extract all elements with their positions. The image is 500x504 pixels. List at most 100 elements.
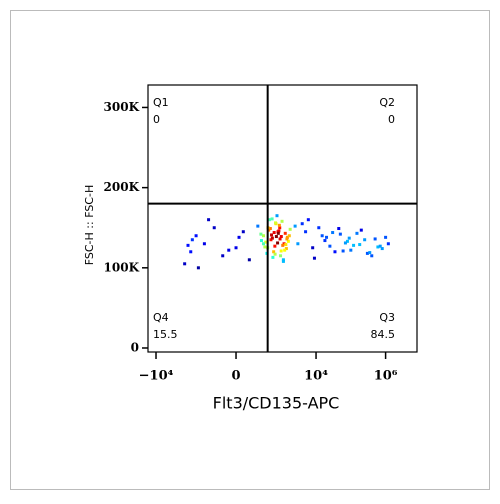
event-dot [355, 231, 359, 235]
event-dot [278, 226, 282, 230]
event-dot [279, 249, 283, 253]
event-dot [267, 228, 271, 232]
event-dot [241, 230, 245, 234]
event-dot [268, 227, 272, 231]
event-dot [279, 254, 283, 258]
event-dot [273, 252, 277, 256]
event-dot [277, 223, 281, 227]
event-dot [256, 224, 260, 228]
event-dot [320, 234, 324, 238]
event-dot [304, 230, 308, 234]
event-dot [331, 231, 335, 235]
event-dot [196, 266, 200, 270]
event-dot [288, 227, 292, 231]
x-tick-label: 0 [232, 369, 241, 384]
quadrant-name: Q1 [153, 96, 169, 109]
event-dot [282, 242, 286, 246]
event-dot [370, 254, 374, 258]
event-dot [280, 219, 284, 223]
event-dot [281, 259, 285, 263]
event-dot [347, 236, 351, 240]
event-dot [237, 235, 241, 239]
event-dot [261, 242, 265, 246]
event-dot [293, 224, 297, 228]
event-dot [279, 235, 283, 239]
event-dot [376, 245, 380, 249]
event-dot [300, 222, 304, 226]
event-dot [311, 246, 315, 250]
quadrant-percent: 15.5 [153, 328, 178, 341]
event-dot [278, 237, 282, 241]
event-dot [283, 231, 287, 235]
event-dot [337, 227, 341, 231]
event-dot [363, 238, 367, 242]
event-dot [276, 231, 280, 235]
event-dot [261, 234, 265, 238]
event-dot [359, 228, 363, 232]
event-dot [317, 226, 321, 230]
event-dot [202, 242, 206, 246]
event-dot [234, 246, 238, 250]
event-dot [221, 254, 225, 258]
quadrant-name: Q2 [379, 96, 395, 109]
event-dot [352, 243, 356, 247]
event-dot [183, 262, 187, 266]
event-dot [341, 249, 345, 253]
event-dot [338, 232, 342, 236]
event-dot [283, 248, 287, 252]
event-dot [281, 258, 285, 262]
event-dot [259, 239, 263, 243]
event-dot [270, 233, 274, 237]
event-dot [281, 243, 285, 247]
event-dot [272, 250, 276, 254]
event-dot [259, 232, 263, 236]
event-dot [272, 231, 276, 235]
quadrant-percent: 0 [153, 113, 160, 126]
event-dot [286, 239, 290, 243]
event-dot [269, 238, 273, 242]
event-dot [263, 245, 267, 249]
event-dot [285, 235, 289, 239]
event-dot [380, 247, 384, 251]
event-dot [227, 248, 231, 252]
event-dot [190, 238, 194, 242]
plot-area [147, 84, 418, 353]
event-dot [378, 244, 382, 248]
quadrant-name: Q3 [379, 311, 395, 324]
y-tick-label: 300K [104, 100, 140, 114]
event-dot [325, 235, 329, 239]
y-tick-label: 100K [104, 260, 140, 274]
event-dot [271, 255, 275, 259]
event-dot [247, 258, 251, 262]
y-tick-label: 200K [104, 180, 140, 194]
event-dot [358, 243, 362, 247]
event-dot [274, 235, 278, 239]
x-axis-label: Flt3/CD135-APC [213, 394, 340, 413]
y-tick-label: 0 [131, 340, 139, 354]
event-dot [368, 251, 372, 255]
event-dot [212, 226, 216, 230]
quadrant-percent: 84.5 [371, 328, 396, 341]
event-dot [312, 256, 316, 260]
event-dot [270, 236, 274, 240]
event-dot [284, 243, 288, 247]
event-dot [276, 241, 280, 245]
event-dot [284, 247, 288, 251]
event-dot [285, 237, 289, 241]
event-dot [333, 250, 337, 254]
event-dot [274, 221, 278, 225]
event-dot [273, 244, 277, 248]
frame [10, 10, 490, 490]
x-tick-label: 10⁴ [304, 369, 328, 384]
event-dot [328, 244, 332, 248]
event-dot [186, 243, 190, 247]
event-dot [343, 241, 347, 245]
event-dot [386, 242, 390, 246]
event-dot [345, 239, 349, 243]
event-dot [270, 217, 274, 221]
y-axis-label: FSC-H :: FSC-H [83, 185, 96, 265]
event-dot [365, 251, 369, 255]
x-tick-label: −10⁴ [139, 369, 174, 384]
event-dot [287, 234, 291, 238]
